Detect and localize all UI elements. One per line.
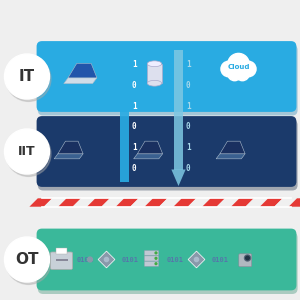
Bar xyxy=(228,71,249,76)
Text: IT: IT xyxy=(19,69,35,84)
Polygon shape xyxy=(29,198,52,207)
FancyBboxPatch shape xyxy=(37,116,296,187)
Circle shape xyxy=(221,61,237,77)
Text: 0: 0 xyxy=(186,164,190,173)
Circle shape xyxy=(241,61,256,77)
Circle shape xyxy=(4,129,50,174)
Polygon shape xyxy=(145,198,167,207)
Polygon shape xyxy=(260,198,283,207)
Circle shape xyxy=(4,237,50,282)
Text: 0101: 0101 xyxy=(167,256,184,262)
Polygon shape xyxy=(245,198,268,207)
Polygon shape xyxy=(58,198,81,207)
Bar xyxy=(120,58,129,182)
Bar xyxy=(147,64,162,83)
Circle shape xyxy=(228,67,242,81)
Bar xyxy=(56,259,68,261)
Bar xyxy=(56,248,67,254)
Text: OT: OT xyxy=(15,252,39,267)
Circle shape xyxy=(88,257,92,262)
Circle shape xyxy=(4,54,50,99)
Polygon shape xyxy=(87,198,110,207)
FancyBboxPatch shape xyxy=(38,45,298,116)
FancyBboxPatch shape xyxy=(37,41,296,112)
Text: 0: 0 xyxy=(132,81,136,90)
Circle shape xyxy=(244,255,250,261)
Circle shape xyxy=(6,131,51,176)
Polygon shape xyxy=(98,251,115,268)
Circle shape xyxy=(6,56,51,101)
Text: 1: 1 xyxy=(132,143,136,152)
Circle shape xyxy=(155,257,157,259)
Circle shape xyxy=(104,257,109,262)
Text: 1: 1 xyxy=(186,60,190,69)
FancyBboxPatch shape xyxy=(37,229,296,290)
Polygon shape xyxy=(116,198,139,207)
Text: 1: 1 xyxy=(186,101,190,110)
Text: 0: 0 xyxy=(186,122,190,131)
Text: 0: 0 xyxy=(132,122,136,131)
Polygon shape xyxy=(54,154,83,159)
Text: 0101: 0101 xyxy=(77,256,94,262)
Ellipse shape xyxy=(147,80,162,86)
Polygon shape xyxy=(68,63,97,78)
Ellipse shape xyxy=(147,61,162,67)
Polygon shape xyxy=(274,198,297,207)
Polygon shape xyxy=(289,198,300,207)
Polygon shape xyxy=(171,169,186,186)
Polygon shape xyxy=(217,198,239,207)
Polygon shape xyxy=(64,78,97,84)
Polygon shape xyxy=(134,154,163,159)
Polygon shape xyxy=(159,198,182,207)
FancyBboxPatch shape xyxy=(144,256,159,261)
Polygon shape xyxy=(117,42,132,58)
Text: 1: 1 xyxy=(186,143,190,152)
Circle shape xyxy=(246,256,249,260)
FancyBboxPatch shape xyxy=(50,252,73,269)
Polygon shape xyxy=(101,198,124,207)
FancyBboxPatch shape xyxy=(144,261,159,266)
Text: 0: 0 xyxy=(186,81,190,90)
Polygon shape xyxy=(44,198,67,207)
Polygon shape xyxy=(58,141,83,154)
Circle shape xyxy=(236,67,249,81)
Bar xyxy=(174,50,183,169)
Circle shape xyxy=(228,53,249,75)
FancyBboxPatch shape xyxy=(144,250,159,256)
Text: IIT: IIT xyxy=(18,145,36,158)
Circle shape xyxy=(155,252,157,254)
Text: 1: 1 xyxy=(132,60,136,69)
Text: 0101: 0101 xyxy=(122,256,139,262)
Polygon shape xyxy=(130,198,153,207)
Polygon shape xyxy=(137,141,163,154)
Polygon shape xyxy=(220,141,245,154)
Text: 0: 0 xyxy=(132,164,136,173)
FancyBboxPatch shape xyxy=(38,120,298,190)
Polygon shape xyxy=(188,251,205,268)
Circle shape xyxy=(6,239,51,284)
Polygon shape xyxy=(73,198,95,207)
Polygon shape xyxy=(173,198,196,207)
Text: Cloud: Cloud xyxy=(227,64,250,70)
Circle shape xyxy=(194,257,199,262)
Polygon shape xyxy=(202,198,225,207)
FancyBboxPatch shape xyxy=(239,254,252,267)
Text: 1: 1 xyxy=(132,101,136,110)
FancyBboxPatch shape xyxy=(38,232,298,294)
Circle shape xyxy=(155,263,157,265)
Polygon shape xyxy=(231,198,254,207)
Text: 0101: 0101 xyxy=(212,256,229,262)
Polygon shape xyxy=(188,198,211,207)
Polygon shape xyxy=(216,154,245,159)
